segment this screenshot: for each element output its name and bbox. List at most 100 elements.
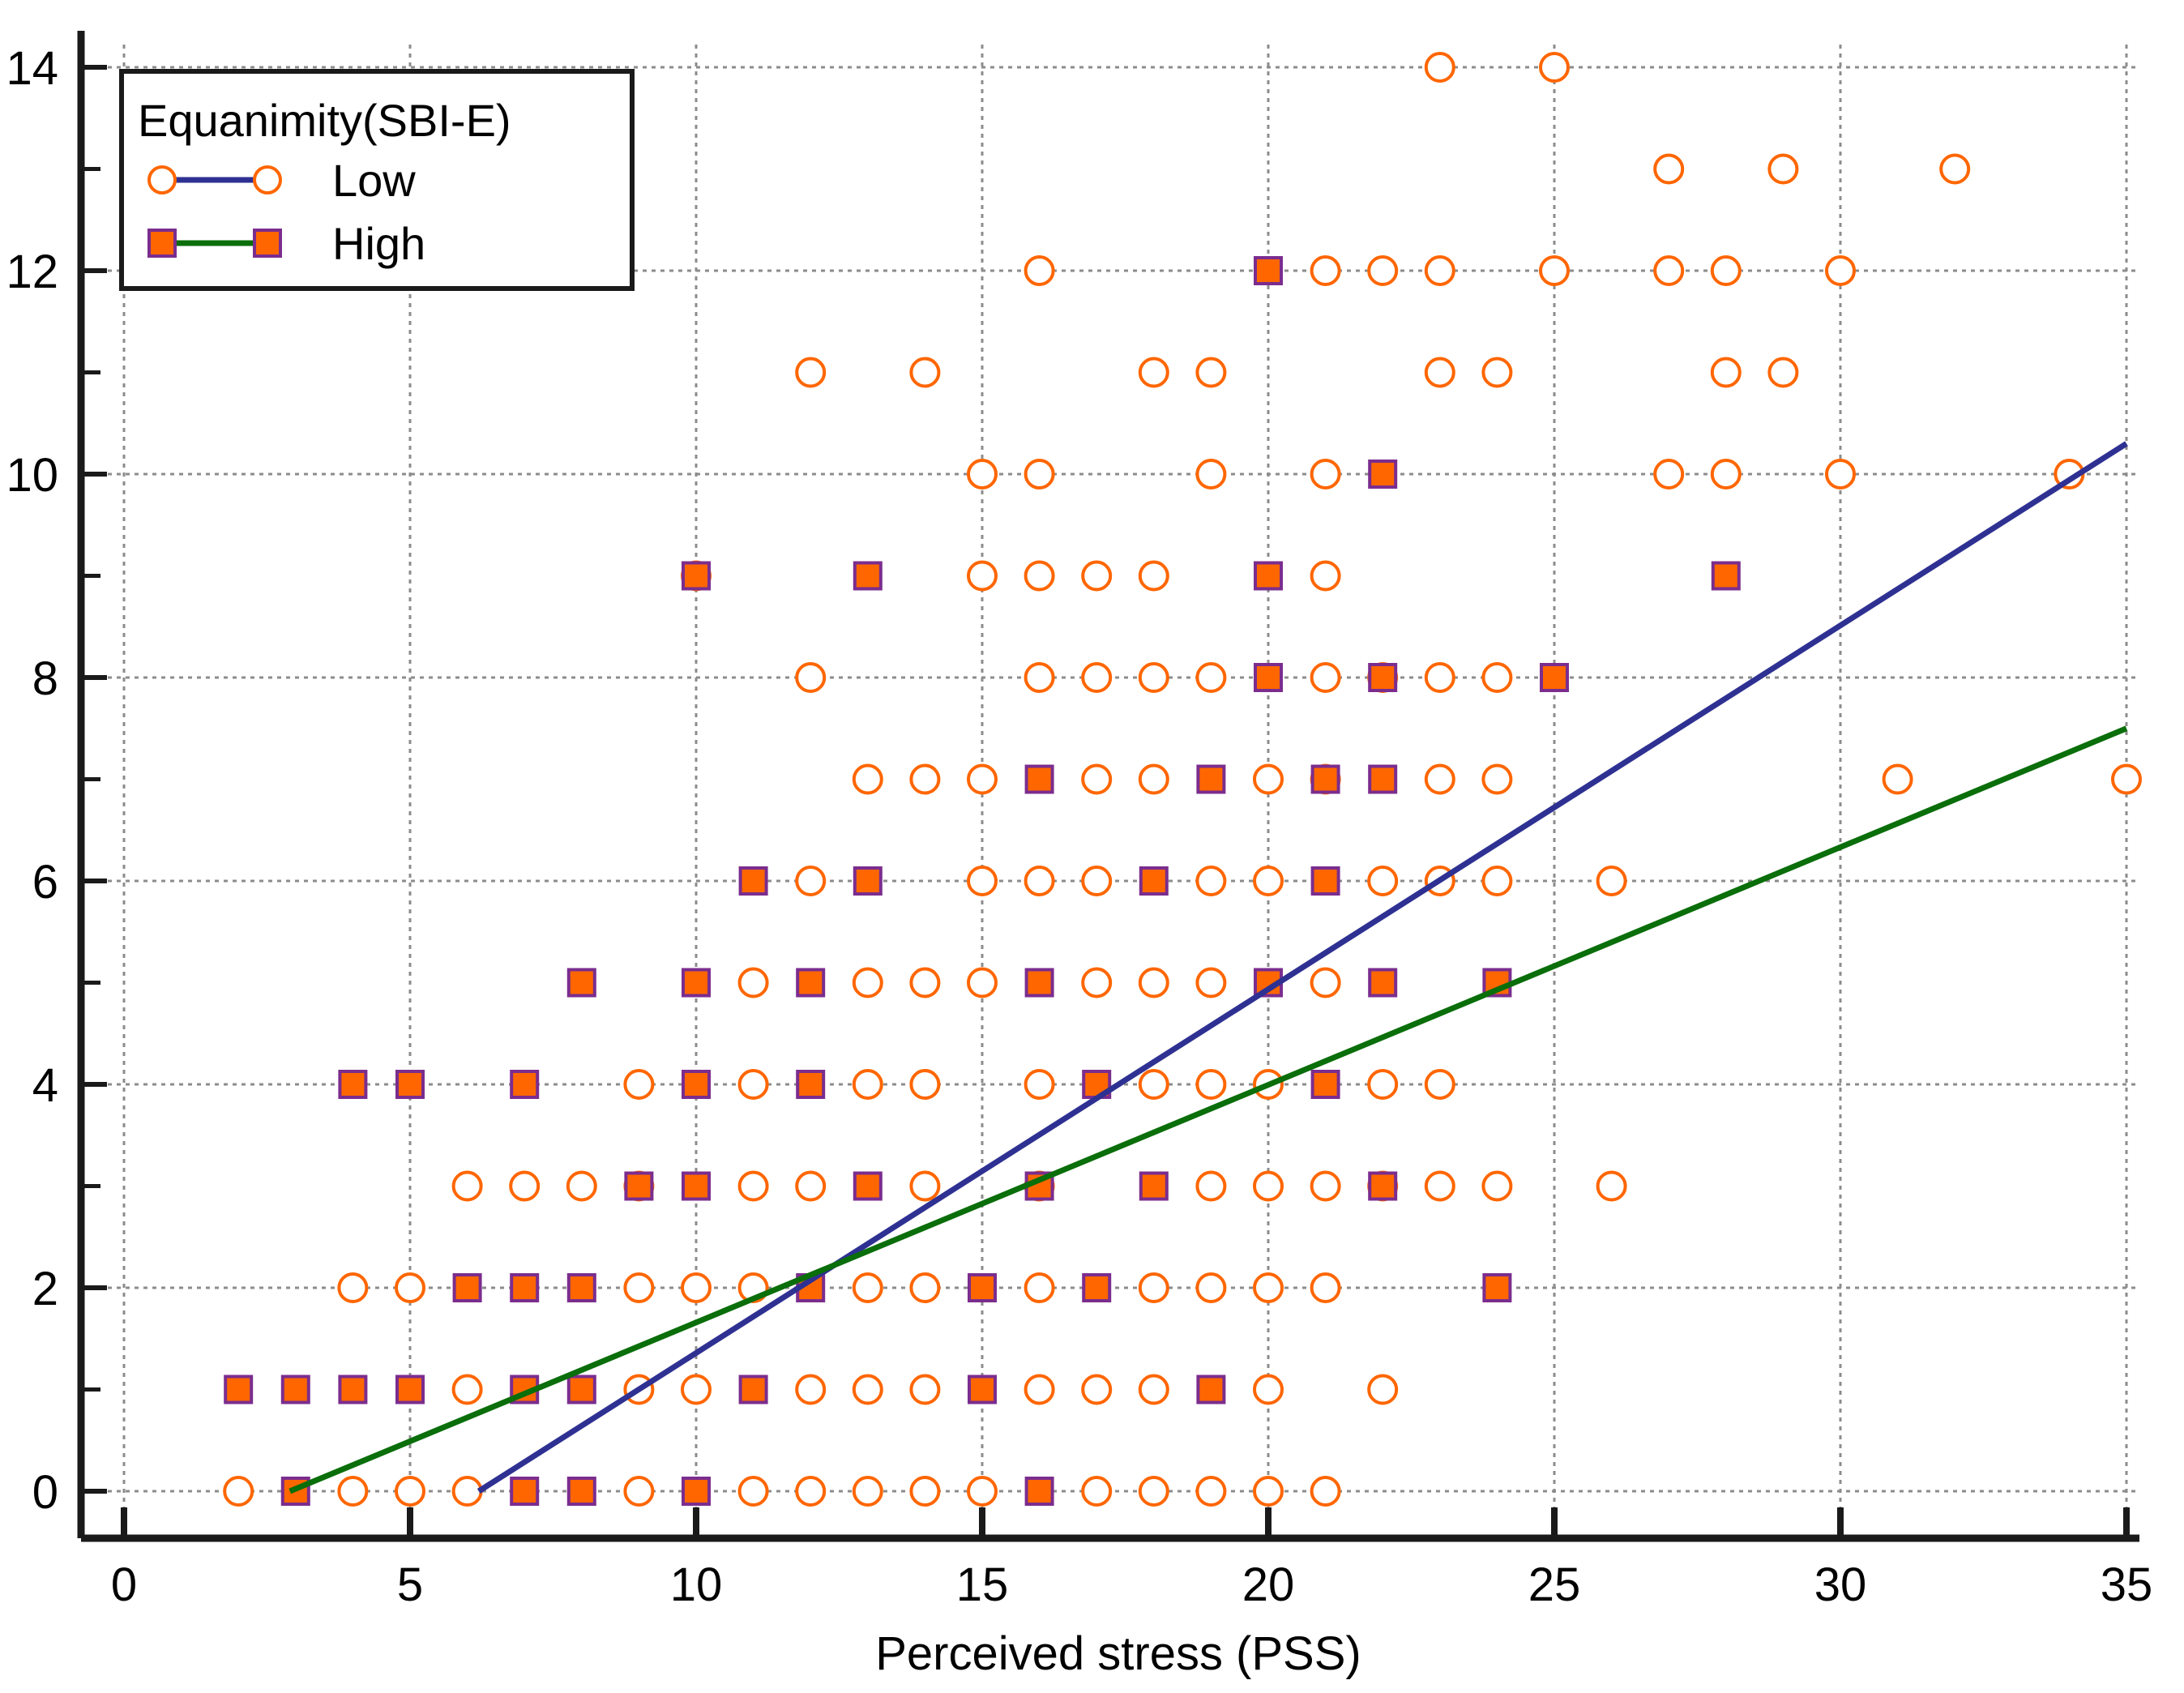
- low-point: [1195, 1272, 1227, 1303]
- low-point: [852, 967, 883, 998]
- low-point: [681, 1374, 712, 1405]
- low-point: [1767, 357, 1799, 388]
- high-point: [1368, 663, 1398, 692]
- low-point: [1195, 866, 1227, 896]
- low-point: [1195, 662, 1227, 693]
- low-point: [737, 1069, 769, 1100]
- y-tick-label: 14: [6, 42, 58, 95]
- high-point: [1540, 663, 1569, 692]
- low-point: [1024, 1272, 1055, 1303]
- low-point: [1195, 1170, 1227, 1202]
- low-point: [1195, 1069, 1227, 1100]
- low-point: [1253, 763, 1284, 795]
- low-point: [1195, 1476, 1227, 1507]
- ticks: 0 5 10 15 20 25 30 35 0 2 4 6 8 10 12 14: [6, 42, 2152, 1611]
- high-point: [853, 561, 883, 591]
- low-point: [1253, 1476, 1284, 1507]
- low-point: [1367, 866, 1399, 896]
- high-point: [682, 1171, 711, 1201]
- low-point: [1424, 763, 1455, 795]
- high-point: [280, 1374, 310, 1404]
- low-point: [1024, 662, 1055, 693]
- low-point: [909, 967, 941, 998]
- high-point: [224, 1374, 254, 1404]
- high-fit-line: [288, 725, 2128, 1494]
- x-tick-label: 0: [111, 1558, 137, 1611]
- low-point: [1481, 662, 1513, 693]
- low-point: [1710, 255, 1742, 286]
- low-point: [1310, 662, 1341, 693]
- high-point: [452, 1273, 482, 1302]
- low-point: [623, 1476, 655, 1507]
- low-point: [1138, 967, 1169, 998]
- high-point: [682, 968, 711, 998]
- low-point: [509, 1170, 541, 1202]
- legend-low-label: Low: [332, 155, 416, 206]
- low-point: [1024, 560, 1055, 592]
- low-point: [795, 662, 827, 693]
- high-point: [1139, 866, 1169, 896]
- low-point: [1424, 1170, 1455, 1202]
- y-tick-label: 2: [32, 1263, 58, 1315]
- low-point: [852, 763, 883, 795]
- low-point: [395, 1272, 425, 1303]
- low-point: [967, 560, 998, 592]
- x-tick-label: 35: [2101, 1558, 2153, 1611]
- high-point: [968, 1273, 997, 1302]
- low-point: [1081, 1374, 1113, 1405]
- high-point: [1024, 968, 1054, 998]
- legend-high-marker-right: [253, 229, 282, 258]
- high-point: [566, 1273, 596, 1302]
- high-point: [566, 968, 596, 998]
- low-point: [1424, 662, 1455, 693]
- low-point: [1310, 560, 1341, 592]
- high-point: [624, 1171, 654, 1201]
- high-point: [1482, 1273, 1512, 1302]
- low-point: [451, 1476, 483, 1507]
- low-point: [337, 1272, 369, 1303]
- low-point: [1024, 866, 1055, 896]
- high-point: [1082, 1273, 1112, 1302]
- low-point: [1253, 1170, 1284, 1202]
- low-point: [1710, 357, 1742, 388]
- low-point: [451, 1170, 483, 1202]
- low-point: [909, 1476, 941, 1507]
- y-tick-label: 4: [32, 1059, 58, 1112]
- high-point: [853, 866, 883, 896]
- low-point: [967, 967, 998, 998]
- low-point: [1653, 255, 1685, 286]
- high-point: [1082, 1070, 1112, 1099]
- low-point: [1138, 357, 1169, 388]
- high-point: [1254, 663, 1283, 692]
- y-tick-label: 6: [32, 856, 58, 908]
- high-point: [682, 1477, 711, 1506]
- low-point: [1138, 1272, 1169, 1303]
- low-point: [795, 1170, 827, 1202]
- legend-low-marker-left: [147, 165, 177, 195]
- x-tick-label: 25: [1528, 1558, 1581, 1611]
- low-point: [967, 459, 998, 490]
- low-point: [909, 1272, 941, 1303]
- x-axis-title: Perceived stress (PSS): [875, 1627, 1361, 1680]
- low-point: [852, 1069, 883, 1100]
- low-point: [1310, 1170, 1341, 1202]
- low-point: [1024, 459, 1055, 490]
- low-point: [1253, 1272, 1284, 1303]
- high-point: [1254, 256, 1283, 285]
- low-point: [852, 1374, 883, 1405]
- low-point: [795, 357, 827, 388]
- low-point: [967, 763, 998, 795]
- high-point: [1368, 1171, 1398, 1201]
- high-point: [1024, 764, 1054, 794]
- low-point: [1424, 255, 1455, 286]
- low-point: [681, 1272, 712, 1303]
- high-point: [853, 1171, 883, 1201]
- high-point: [1196, 764, 1226, 794]
- y-tick-label: 8: [32, 652, 58, 705]
- low-point: [1596, 1170, 1627, 1202]
- low-point: [795, 866, 827, 896]
- high-point: [682, 1070, 711, 1099]
- low-point: [737, 1476, 769, 1507]
- high-point: [796, 968, 826, 998]
